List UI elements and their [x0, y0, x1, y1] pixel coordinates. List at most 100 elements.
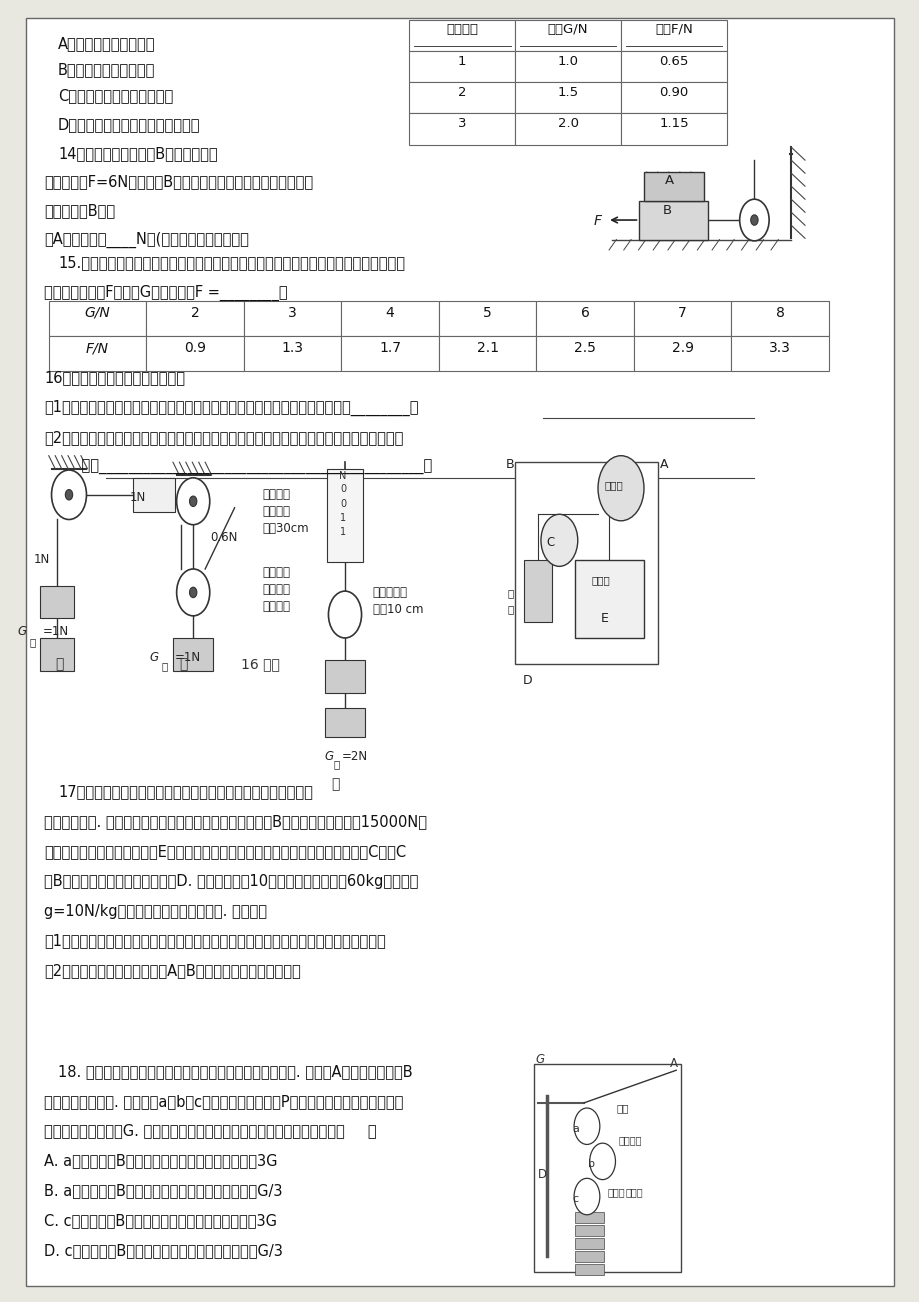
Text: 上升时测: 上升时测 — [262, 583, 289, 596]
Text: =1N: =1N — [42, 625, 68, 638]
Text: 2.1: 2.1 — [476, 341, 498, 355]
Text: 度为10 cm: 度为10 cm — [372, 603, 423, 616]
Text: A: A — [664, 174, 674, 187]
Text: 2.5: 2.5 — [573, 341, 596, 355]
Bar — [643, 172, 703, 201]
Text: G: G — [17, 625, 27, 638]
Bar — [409, 82, 515, 113]
Bar — [409, 51, 515, 82]
Text: b: b — [587, 1159, 595, 1169]
Bar — [341, 336, 438, 371]
Bar — [341, 301, 438, 336]
Text: 力计示数: 力计示数 — [262, 600, 289, 613]
Text: 8: 8 — [775, 306, 784, 320]
Text: 2: 2 — [458, 86, 466, 99]
Text: G: G — [535, 1053, 544, 1066]
Bar — [620, 82, 726, 113]
Bar — [574, 1251, 604, 1262]
Bar — [639, 201, 708, 240]
Bar — [326, 469, 363, 562]
Text: 2.9: 2.9 — [671, 341, 693, 355]
Bar — [146, 301, 244, 336]
Text: c: c — [572, 1194, 578, 1204]
Text: B: B — [505, 458, 514, 471]
Bar — [515, 51, 620, 82]
Text: 拉电断: 拉电断 — [607, 1187, 624, 1198]
Bar — [574, 1225, 604, 1236]
Text: 甲: 甲 — [55, 658, 63, 672]
Bar — [173, 638, 213, 671]
Text: 2.0: 2.0 — [557, 117, 578, 130]
Text: 1N: 1N — [130, 491, 146, 504]
Text: 离为30cm: 离为30cm — [262, 522, 309, 535]
Circle shape — [573, 1178, 599, 1215]
Circle shape — [189, 496, 197, 506]
Text: N: N — [339, 471, 346, 482]
Bar — [409, 113, 515, 145]
Text: 乙: 乙 — [179, 658, 187, 672]
Bar — [574, 1264, 604, 1275]
Bar — [620, 113, 726, 145]
Text: 拉力F/N: 拉力F/N — [654, 23, 692, 36]
Bar — [574, 1238, 604, 1249]
Text: 6: 6 — [580, 306, 589, 320]
Bar — [731, 336, 828, 371]
Text: 丙: 丙 — [331, 777, 339, 792]
Text: 体A的摩擦力为____N；(不计绳重及滑轮摩擦）: 体A的摩擦力为____N；(不计绳重及滑轮摩擦） — [44, 232, 249, 247]
Text: G/N: G/N — [85, 306, 110, 320]
Text: 0.6N: 0.6N — [210, 531, 237, 544]
Bar — [438, 336, 536, 371]
Text: 1.3: 1.3 — [281, 341, 303, 355]
Bar — [146, 336, 244, 371]
Text: F: F — [593, 214, 601, 228]
Text: （2）当电梯满载匀速上升时，A、B两点受到的拉力各是多大？: （2）当电梯满载匀速上升时，A、B两点受到的拉力各是多大？ — [44, 963, 301, 979]
Text: 0: 0 — [340, 484, 346, 495]
Text: 物: 物 — [334, 759, 340, 769]
Circle shape — [589, 1143, 615, 1180]
Bar — [731, 301, 828, 336]
Text: 1.5: 1.5 — [557, 86, 578, 99]
Bar — [40, 638, 74, 671]
Text: 物: 物 — [162, 661, 168, 672]
Circle shape — [189, 587, 197, 598]
Text: （1）他们研究定滑轮特点时，做的实验如甲图所示，据此可证明：使用定滑轮________。: （1）他们研究定滑轮特点时，做的实验如甲图所示，据此可证明：使用定滑轮_____… — [44, 400, 418, 415]
Text: 配: 配 — [507, 589, 514, 599]
FancyBboxPatch shape — [26, 18, 893, 1286]
Text: 1: 1 — [340, 527, 346, 538]
Bar — [536, 336, 633, 371]
Bar — [524, 560, 551, 622]
Bar — [515, 113, 620, 145]
Text: C. c为动滑轮，B端钢缆受到滑轮组的拉力大小约为3G: C. c为动滑轮，B端钢缆受到滑轮组的拉力大小约为3G — [44, 1213, 277, 1229]
Bar — [633, 336, 731, 371]
Text: 1.15: 1.15 — [658, 117, 688, 130]
Text: =2N: =2N — [342, 750, 368, 763]
Text: D. c为动滑轮，B端钢缆受到滑轮组的拉力大小约为G/3: D. c为动滑轮，B端钢缆受到滑轮组的拉力大小约为G/3 — [44, 1243, 283, 1259]
Text: 18. 电气化铁路的输电线常用如图所示的方式悬挂在钢缆上. 钢缆的A端固定在电杆上B: 18. 电气化铁路的输电线常用如图所示的方式悬挂在钢缆上. 钢缆的A端固定在电杆… — [58, 1064, 412, 1079]
Text: 物重G/N: 物重G/N — [547, 23, 588, 36]
Bar — [620, 20, 726, 51]
Text: 向左的拉力F=6N，使物体B在光滑的水平面上向左做匀速直线运: 向左的拉力F=6N，使物体B在光滑的水平面上向左做匀速直线运 — [44, 174, 313, 190]
Text: 动，则物体B对物: 动，则物体B对物 — [44, 203, 115, 219]
Bar — [533, 1064, 680, 1272]
Text: 17．如图是一种电梯结构的示意图，电梯厢在电梯井中沿，竖直: 17．如图是一种电梯结构的示意图，电梯厢在电梯井中沿，竖直 — [58, 784, 312, 799]
Text: G: G — [149, 651, 158, 664]
Circle shape — [540, 514, 577, 566]
Circle shape — [176, 569, 210, 616]
Text: 3: 3 — [288, 306, 297, 320]
Text: 16．同学们共同研究滑轮的特点：: 16．同学们共同研究滑轮的特点： — [44, 370, 185, 385]
Text: a: a — [572, 1124, 578, 1134]
Text: 钢缆: 钢缆 — [616, 1103, 629, 1113]
Text: 16 题图: 16 题图 — [241, 658, 279, 672]
Text: A: A — [659, 458, 667, 471]
Text: G: G — [324, 750, 334, 763]
Bar — [244, 301, 341, 336]
Text: B: B — [662, 204, 671, 217]
Text: 弹簧测力: 弹簧测力 — [262, 488, 289, 501]
Text: 0: 0 — [340, 499, 346, 509]
Text: g=10N/kg，忽略摩擦及钢链的质量）. 请回答：: g=10N/kg，忽略摩擦及钢链的质量）. 请回答： — [44, 904, 267, 919]
Text: 14．如图所示，对物体B施加一个水平: 14．如图所示，对物体B施加一个水平 — [58, 146, 218, 161]
Bar — [574, 560, 643, 638]
Text: D: D — [538, 1168, 547, 1181]
Bar — [515, 462, 657, 664]
Bar — [515, 82, 620, 113]
